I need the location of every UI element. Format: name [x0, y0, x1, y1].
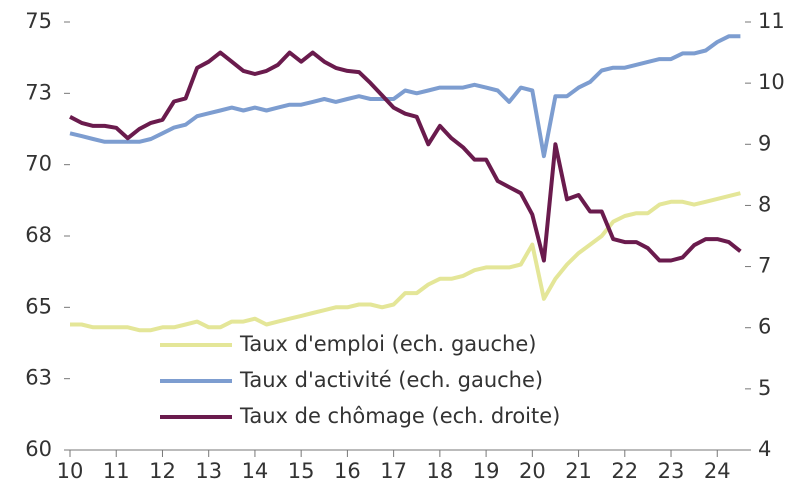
x-tick-label: 10 — [57, 459, 84, 483]
y-tick-label: 73 — [25, 80, 52, 104]
y2-tick-label: 8 — [758, 192, 771, 216]
x-tick-label: 22 — [611, 459, 638, 483]
legend-label: Taux d'emploi (ech. gauche) — [239, 332, 536, 356]
y2-tick-label: 9 — [758, 131, 771, 155]
series-line — [70, 191, 741, 333]
x-tick-label: 17 — [380, 459, 407, 483]
x-tick-label: 16 — [334, 459, 361, 483]
y2-tick-label: 5 — [758, 376, 771, 400]
x-tick-label: 18 — [426, 459, 453, 483]
x-tick-label: 14 — [242, 459, 269, 483]
x-tick-label: 11 — [103, 459, 130, 483]
x-tick-label: 12 — [149, 459, 176, 483]
y-tick-label: 75 — [25, 9, 52, 33]
y-tick-label: 63 — [25, 366, 52, 390]
y-tick-label: 65 — [25, 294, 52, 318]
y2-tick-label: 6 — [758, 315, 771, 339]
y-tick-label: 70 — [25, 152, 52, 176]
x-tick-label: 24 — [704, 459, 731, 483]
y-tick-label: 68 — [25, 223, 52, 247]
y2-tick-label: 7 — [758, 254, 771, 278]
y2-tick-label: 10 — [758, 70, 785, 94]
y2-tick-label: 11 — [758, 9, 785, 33]
x-tick-label: 15 — [288, 459, 315, 483]
series-line — [69, 34, 741, 159]
x-tick-label: 19 — [473, 459, 500, 483]
x-tick-label: 21 — [565, 459, 592, 483]
x-tick-label: 23 — [658, 459, 685, 483]
legend-label: Taux de chômage (ech. droite) — [239, 404, 560, 428]
x-tick-label: 20 — [519, 459, 546, 483]
series-line — [69, 50, 742, 263]
y-tick-label: 60 — [25, 437, 52, 461]
legend-label: Taux d'activité (ech. gauche) — [239, 368, 543, 392]
x-tick-label: 13 — [195, 459, 222, 483]
y2-tick-label: 4 — [758, 437, 771, 461]
